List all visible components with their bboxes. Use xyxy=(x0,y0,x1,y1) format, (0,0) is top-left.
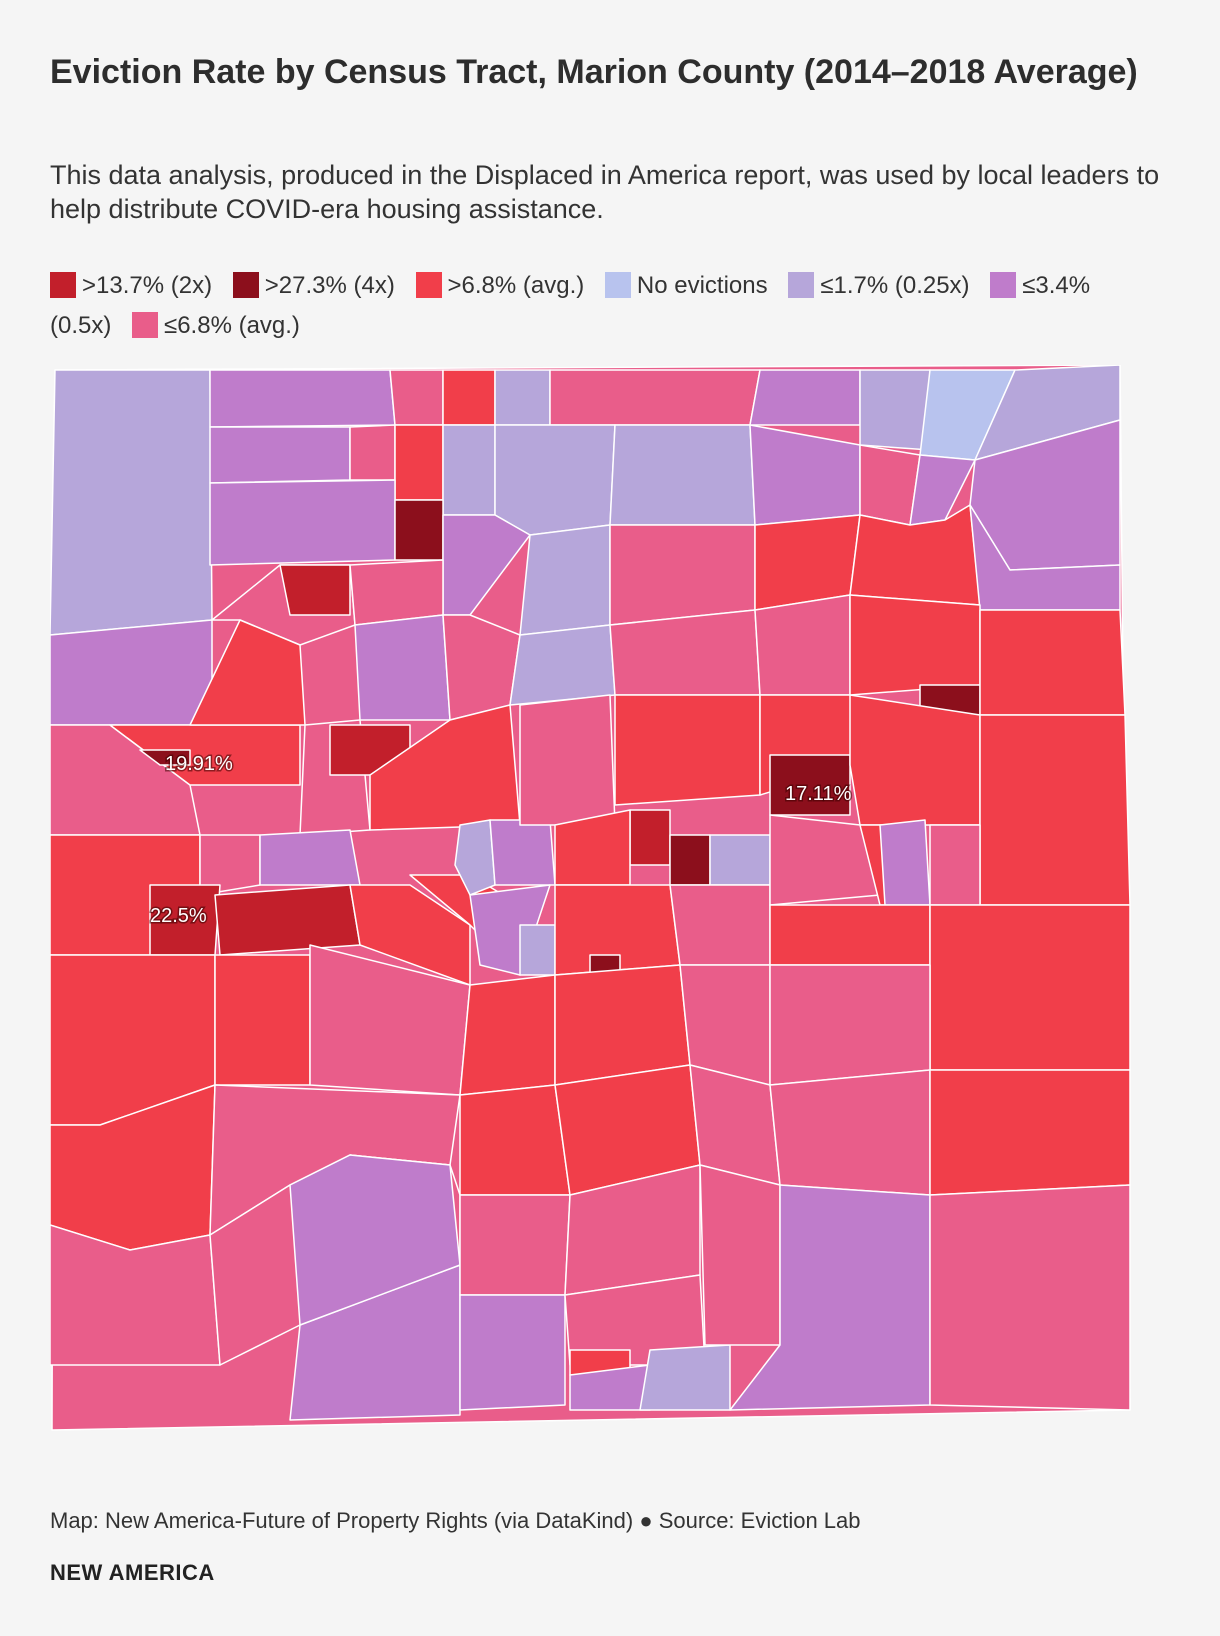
county-map: 19.91% 17.11% 22.5% xyxy=(50,365,1170,1475)
tract xyxy=(849,594,981,696)
legend-item-le3-4: ≤3.4% (0.5x) xyxy=(50,272,1090,339)
tract xyxy=(549,369,761,426)
legend-item-le6-8: ≤6.8% (avg.) xyxy=(132,312,300,339)
tract xyxy=(929,824,981,906)
tract xyxy=(609,524,756,626)
tract xyxy=(442,369,496,426)
tract xyxy=(459,1194,571,1296)
tract xyxy=(289,1154,461,1326)
tract xyxy=(139,749,191,766)
map-label-17-11: 17.11% xyxy=(785,783,852,805)
tract xyxy=(394,424,444,501)
tract xyxy=(349,559,444,626)
tract xyxy=(669,884,771,966)
legend-label: ≤3.4% (0.5x) xyxy=(50,272,1091,339)
tract xyxy=(849,694,981,826)
chart-subtitle: This data analysis, produced in the Disp… xyxy=(50,160,1160,224)
tract xyxy=(259,829,361,886)
tract xyxy=(979,609,1126,716)
tract xyxy=(494,424,616,536)
tract xyxy=(209,479,396,566)
legend-item-gt6-8: >6.8% (avg.) xyxy=(415,272,585,299)
legend-label: >27.3% (4x) xyxy=(264,272,395,299)
tract xyxy=(769,964,931,1086)
tract xyxy=(709,834,771,886)
tract xyxy=(214,954,311,1086)
tract xyxy=(554,964,691,1086)
tract xyxy=(929,904,1131,1071)
tract xyxy=(769,754,851,816)
tract xyxy=(349,884,471,986)
legend-swatch xyxy=(415,272,442,298)
legend-item-gt27-3: >27.3% (4x) xyxy=(232,272,395,299)
tract xyxy=(769,904,931,966)
tract xyxy=(699,1164,781,1346)
tract xyxy=(879,819,931,906)
legend-item-gt13-7: >13.7% (2x) xyxy=(50,272,212,299)
tract xyxy=(609,424,756,526)
tract xyxy=(609,609,761,696)
legend: >13.7% (2x) >27.3% (4x) >6.8% (avg.) No … xyxy=(50,266,1170,346)
tract xyxy=(369,704,521,831)
tract xyxy=(189,619,306,726)
tract xyxy=(279,564,351,616)
legend-item-le1-7: ≤1.7% (0.25x) xyxy=(788,272,970,299)
tract-nw-large xyxy=(50,369,213,636)
tract xyxy=(209,426,351,484)
legend-swatch xyxy=(232,272,259,298)
legend-label: No evictions xyxy=(636,272,768,299)
tract xyxy=(769,1069,931,1196)
tract xyxy=(929,1069,1131,1196)
legend-swatch xyxy=(604,272,631,298)
tract xyxy=(389,369,444,426)
map-credit: Map: New America-Future of Property Righ… xyxy=(50,1508,861,1533)
legend-label: >6.8% (avg.) xyxy=(447,272,585,299)
tract xyxy=(442,424,496,516)
tract xyxy=(519,924,556,976)
chart-title: Eviction Rate by Census Tract, Marion Co… xyxy=(50,53,1138,91)
tract xyxy=(669,834,711,886)
tract xyxy=(489,819,556,886)
legend-item-no-evictions: No evictions xyxy=(604,272,768,299)
tract xyxy=(494,369,551,426)
legend-swatch xyxy=(990,272,1017,298)
tract xyxy=(349,424,396,481)
tract xyxy=(519,524,611,636)
map-label-19-91: 19.91% xyxy=(165,753,233,775)
legend-label: ≤6.8% (avg.) xyxy=(164,312,300,339)
tract xyxy=(749,369,861,426)
tract xyxy=(859,369,931,451)
legend-label: ≤1.7% (0.25x) xyxy=(820,272,970,299)
tract xyxy=(639,1344,731,1411)
tract xyxy=(729,1184,931,1411)
tract xyxy=(979,714,1131,906)
tract xyxy=(969,504,1121,611)
tract xyxy=(459,974,556,1096)
tract xyxy=(442,614,521,721)
tract xyxy=(614,694,761,806)
legend-label: >13.7% (2x) xyxy=(82,272,213,299)
tract xyxy=(754,594,851,696)
tract xyxy=(214,884,361,956)
tract-downtown-no-evictions xyxy=(454,819,496,896)
brand-logo-text: NEW AMERICA xyxy=(50,1560,215,1585)
tract xyxy=(459,1084,571,1196)
tract xyxy=(459,1294,566,1411)
map-label-22-5: 22.5% xyxy=(150,905,207,927)
tract xyxy=(209,369,396,428)
census-tract-map: 19.91% 17.11% 22.5% xyxy=(50,365,1131,1431)
tract xyxy=(354,614,451,721)
legend-swatch xyxy=(50,272,76,298)
legend-swatch xyxy=(788,272,815,298)
tract xyxy=(50,619,213,726)
tract xyxy=(629,809,671,866)
legend-swatch xyxy=(132,312,159,338)
tract xyxy=(394,499,444,561)
tract xyxy=(509,624,616,706)
tract xyxy=(929,1184,1131,1411)
tract xyxy=(519,694,616,826)
